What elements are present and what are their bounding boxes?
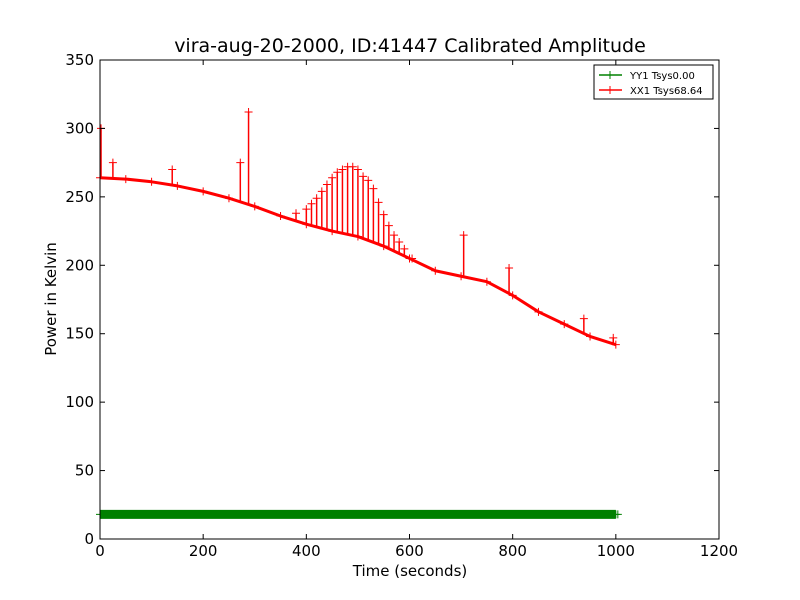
spike-point bbox=[302, 205, 311, 214]
data-point bbox=[508, 510, 517, 519]
spike-point bbox=[312, 194, 321, 203]
spike-point bbox=[333, 168, 342, 177]
data-point bbox=[586, 332, 595, 341]
data-point bbox=[173, 181, 182, 190]
data-point bbox=[534, 307, 543, 316]
spike-point bbox=[236, 158, 245, 167]
spike-point bbox=[609, 333, 618, 342]
x-tick-label: 1200 bbox=[700, 542, 738, 560]
spike-point bbox=[390, 231, 399, 240]
spike-point bbox=[384, 221, 393, 230]
legend-label: XX1 Tsys68.64 bbox=[630, 86, 703, 97]
data-point bbox=[560, 510, 569, 519]
x-tick-label: 0 bbox=[95, 542, 105, 560]
axis-ticks: 0 200 400 600 800 1000 1200 0 50 100 150 200 250 300 3… bbox=[65, 51, 738, 560]
data-point bbox=[611, 340, 620, 349]
data-point bbox=[405, 510, 414, 519]
y-tick-label: 100 bbox=[65, 393, 94, 411]
spike-point bbox=[108, 158, 117, 167]
legend-box bbox=[593, 64, 714, 100]
series-0 bbox=[96, 509, 622, 519]
data-point bbox=[431, 266, 440, 275]
y-tick-label: 350 bbox=[65, 51, 94, 69]
data-point bbox=[147, 177, 156, 186]
spike-point bbox=[364, 176, 373, 185]
spike-point bbox=[348, 162, 357, 171]
spike-point bbox=[579, 314, 588, 323]
spike-point bbox=[408, 254, 417, 263]
y-tick-label: 250 bbox=[65, 188, 94, 206]
data-point bbox=[457, 510, 466, 519]
legend-marker bbox=[606, 86, 614, 94]
spike-point bbox=[307, 199, 316, 208]
plot-data bbox=[96, 108, 622, 519]
spike-point bbox=[505, 264, 514, 273]
data-point bbox=[276, 212, 285, 221]
data-point bbox=[353, 510, 362, 519]
legend-marker bbox=[606, 71, 614, 79]
data-point bbox=[250, 510, 259, 519]
data-point bbox=[508, 291, 517, 300]
spike-point bbox=[328, 173, 337, 182]
spike-point bbox=[374, 198, 383, 207]
y-axis-label: Power in Kelvin bbox=[42, 242, 60, 356]
spike-point bbox=[322, 180, 331, 189]
data-point bbox=[224, 194, 233, 203]
data-point bbox=[482, 277, 491, 286]
y-tick-label: 150 bbox=[65, 325, 94, 343]
y-tick-label: 200 bbox=[65, 256, 94, 274]
legend: YY1 Tsys0.00 XX1 Tsys68.64 bbox=[593, 64, 714, 100]
data-point bbox=[121, 175, 130, 184]
legend-label: YY1 Tsys0.00 bbox=[629, 71, 695, 82]
spike-point bbox=[244, 108, 253, 117]
x-tick-label: 200 bbox=[189, 542, 218, 560]
spike-point bbox=[168, 165, 177, 174]
y-tick-label: 300 bbox=[65, 119, 94, 137]
x-axis-label: Time (seconds) bbox=[352, 562, 468, 580]
spike-point bbox=[369, 184, 378, 193]
x-tick-label: 800 bbox=[498, 542, 527, 560]
spike-point bbox=[317, 187, 326, 196]
data-point bbox=[147, 510, 156, 519]
spike-point bbox=[400, 244, 409, 253]
series-end-marker bbox=[613, 510, 622, 519]
data-point bbox=[560, 320, 569, 329]
spike-point bbox=[379, 210, 388, 219]
spike-point bbox=[338, 165, 347, 174]
x-tick-label: 1000 bbox=[597, 542, 635, 560]
x-tick-label: 600 bbox=[395, 542, 424, 560]
series-1 bbox=[96, 108, 620, 349]
y-tick-label: 0 bbox=[84, 530, 94, 548]
data-point bbox=[250, 202, 259, 211]
spike-point bbox=[359, 172, 368, 181]
spike-point bbox=[292, 209, 301, 218]
chart-title: vira-aug-20-2000, ID:41447 Calibrated Am… bbox=[174, 35, 646, 57]
spike-point bbox=[459, 231, 468, 240]
spike-point bbox=[353, 165, 362, 174]
spike-point bbox=[395, 238, 404, 247]
x-tick-label: 400 bbox=[292, 542, 321, 560]
data-point bbox=[199, 187, 208, 196]
data-point bbox=[302, 510, 311, 519]
y-tick-label: 50 bbox=[75, 462, 94, 480]
data-point bbox=[199, 510, 208, 519]
